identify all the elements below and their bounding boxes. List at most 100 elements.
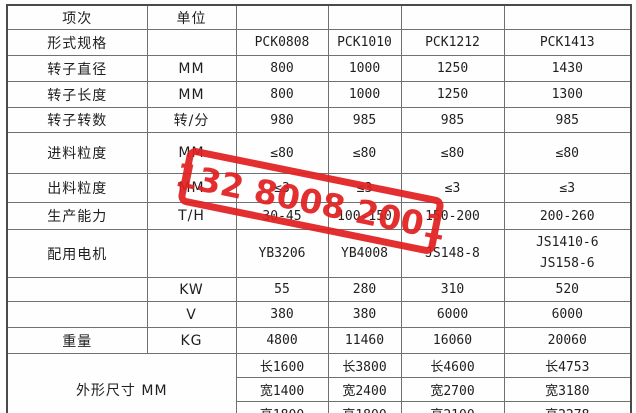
value-cell: PCK1212 <box>400 29 505 56</box>
table-row-rotor-speed: 转子转数 转/分 980 985 985 985 <box>6 107 632 133</box>
table-row-rotor-diameter: 转子直径 MM 800 1000 1250 1430 <box>6 55 632 82</box>
value-cell: 长4753 <box>503 353 632 378</box>
row-label-cell: 出料粒度 <box>6 173 148 203</box>
value-cell: ≤80 <box>235 132 329 174</box>
row-label-cell: 形式规格 <box>6 29 148 56</box>
unit-cell: 转/分 <box>146 107 237 133</box>
dimensions-label-cell: 外形尺寸 MM <box>6 353 237 413</box>
row-label-cell: 生产能力 <box>6 202 148 230</box>
table-row-model: 形式规格 PCK0808 PCK1010 PCK1212 PCK1413 <box>6 29 632 56</box>
table-row-dim-width: 宽1400 宽2400 宽2700 宽3180 <box>7 377 632 402</box>
table-row-rotor-length: 转子长度 MM 800 1000 1250 1300 <box>6 81 632 108</box>
value-cell: ≤80 <box>327 132 402 174</box>
unit-cell: MM <box>146 132 237 174</box>
value-cell: 16060 <box>400 327 505 354</box>
value-cell: ≤80 <box>503 132 632 174</box>
value-cell: 985 <box>327 107 402 133</box>
value-cell: 宽3180 <box>503 377 632 402</box>
value-cell: 宽2400 <box>327 377 402 402</box>
value-cell: 985 <box>503 107 632 133</box>
value-cell: 380 <box>235 301 329 328</box>
value-cell: ≤3 <box>503 173 632 203</box>
col-header-unit: 单位 <box>146 4 237 30</box>
value-cell: 310 <box>400 277 505 302</box>
spec-table: 项次 单位 形式规格 PCK0808 PCK1010 PCK1212 PCK14… <box>6 4 632 413</box>
unit-cell: KG <box>146 327 237 354</box>
value-cell: 20060 <box>503 327 632 354</box>
header-empty-cell <box>235 4 329 30</box>
value-cell: JS148-8 <box>400 229 505 278</box>
value-cell: 800 <box>235 81 329 108</box>
table-row-motor: 配用电机 YB3206 YB4008 JS148-8 JS1410-6 JS15… <box>6 229 632 278</box>
table-row-power: KW 55 280 310 520 <box>6 277 632 302</box>
value-cell: 6000 <box>400 301 505 328</box>
unit-cell: MM <box>146 55 237 82</box>
unit-cell <box>146 229 237 278</box>
value-cell: 长1600 <box>235 353 329 378</box>
value-cell-motor-double: JS1410-6 JS158-6 <box>503 229 632 278</box>
value-cell: PCK1413 <box>503 29 632 56</box>
value-cell: 1000 <box>327 81 402 108</box>
value-cell: 宽1400 <box>235 377 329 402</box>
value-cell: 55 <box>235 277 329 302</box>
value-cell: ≤3 <box>327 173 402 203</box>
value-cell: 6000 <box>503 301 632 328</box>
value-cell: PCK0808 <box>235 29 329 56</box>
value-cell: YB3206 <box>235 229 329 278</box>
table-row-dim-length: 外形尺寸 MM 长1600 长3800 长4600 长4753 <box>6 353 632 413</box>
value-cell: 宽2700 <box>400 377 505 402</box>
value-cell: 800 <box>235 55 329 82</box>
value-cell: 长3800 <box>327 353 402 378</box>
unit-cell <box>146 29 237 56</box>
value-cell: 380 <box>327 301 402 328</box>
value-cell: 1300 <box>503 81 632 108</box>
table-row-capacity: 生产能力 T/H 30-45 100-150 150-200 200-260 <box>6 202 632 230</box>
value-cell: 1250 <box>400 55 505 82</box>
motor-line-2: JS158-6 <box>539 255 595 271</box>
value-cell: YB4008 <box>327 229 402 278</box>
header-empty-cell <box>503 4 632 30</box>
table-row-voltage: V 380 380 6000 6000 <box>6 301 632 328</box>
value-cell: 1000 <box>327 55 402 82</box>
unit-cell: MM <box>146 173 237 203</box>
col-header-item: 项次 <box>6 4 148 30</box>
value-cell: 520 <box>503 277 632 302</box>
motor-line-1: JS1410-6 <box>535 235 599 251</box>
value-cell: 980 <box>235 107 329 133</box>
table-row-feed-size: 进料粒度 MM ≤80 ≤80 ≤80 ≤80 <box>6 132 632 174</box>
value-cell: 280 <box>327 277 402 302</box>
table-row-discharge-size: 出料粒度 MM ≤3 ≤3 ≤3 ≤3 <box>6 173 632 203</box>
value-cell: 985 <box>400 107 505 133</box>
row-label-cell <box>6 277 148 302</box>
table-row-weight: 重量 KG 4800 11460 16060 20060 <box>6 327 632 354</box>
header-empty-cell <box>327 4 402 30</box>
unit-cell: V <box>146 301 237 328</box>
value-cell: 1250 <box>400 81 505 108</box>
row-label-cell: 转子直径 <box>6 55 148 82</box>
row-label-cell: 重量 <box>6 327 148 354</box>
row-label-cell: 进料粒度 <box>6 132 148 174</box>
value-cell: 高2100 <box>400 401 505 413</box>
value-cell: 4800 <box>235 327 329 354</box>
value-cell: 11460 <box>327 327 402 354</box>
value-cell: 1430 <box>503 55 632 82</box>
value-cell: 高2278 <box>503 401 632 413</box>
value-cell: 高1800 <box>327 401 402 413</box>
value-cell: 200-260 <box>503 202 632 230</box>
value-cell: PCK1010 <box>327 29 402 56</box>
row-label-cell: 转子转数 <box>6 107 148 133</box>
value-cell: 30-45 <box>235 202 329 230</box>
unit-cell: MM <box>146 81 237 108</box>
value-cell: ≤3 <box>235 173 329 203</box>
value-cell: ≤80 <box>400 132 505 174</box>
table-row-dim-height: 高1800 高1800 高2100 高2278 <box>7 401 632 413</box>
row-label-cell: 配用电机 <box>6 229 148 278</box>
header-empty-cell <box>400 4 505 30</box>
row-label-cell <box>6 301 148 328</box>
unit-cell: T/H <box>146 202 237 230</box>
value-cell: 100-150 <box>327 202 402 230</box>
value-cell: ≤3 <box>400 173 505 203</box>
header-row: 项次 单位 <box>6 4 632 30</box>
value-cell: 高1800 <box>235 401 329 413</box>
